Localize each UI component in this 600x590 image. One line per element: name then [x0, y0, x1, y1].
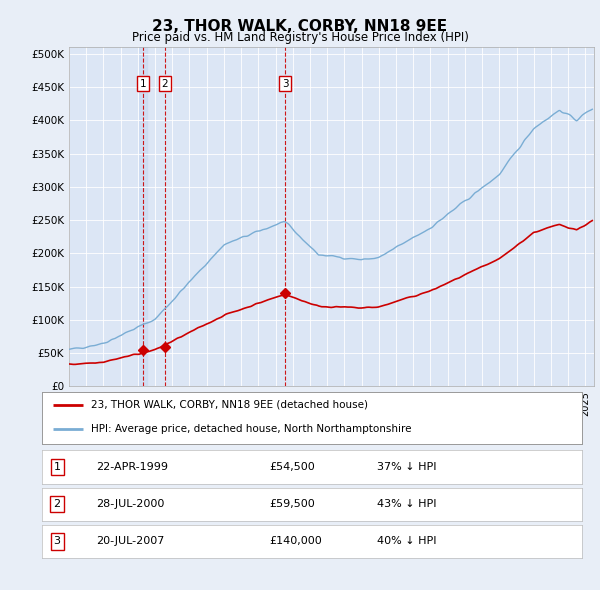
Text: HPI: Average price, detached house, North Northamptonshire: HPI: Average price, detached house, Nort… [91, 424, 411, 434]
Text: 23, THOR WALK, CORBY, NN18 9EE (detached house): 23, THOR WALK, CORBY, NN18 9EE (detached… [91, 400, 368, 409]
Text: Price paid vs. HM Land Registry's House Price Index (HPI): Price paid vs. HM Land Registry's House … [131, 31, 469, 44]
Text: £140,000: £140,000 [269, 536, 322, 546]
Text: 20-JUL-2007: 20-JUL-2007 [96, 536, 164, 546]
Text: 2: 2 [53, 499, 61, 509]
Text: 22-APR-1999: 22-APR-1999 [96, 462, 168, 472]
Text: 3: 3 [282, 79, 289, 88]
Text: 43% ↓ HPI: 43% ↓ HPI [377, 499, 436, 509]
Text: £59,500: £59,500 [269, 499, 314, 509]
Text: 1: 1 [140, 79, 146, 88]
Text: 3: 3 [53, 536, 61, 546]
Text: £54,500: £54,500 [269, 462, 314, 472]
Text: 2: 2 [161, 79, 168, 88]
Text: 28-JUL-2000: 28-JUL-2000 [96, 499, 164, 509]
Text: 1: 1 [53, 462, 61, 472]
Text: 23, THOR WALK, CORBY, NN18 9EE: 23, THOR WALK, CORBY, NN18 9EE [152, 19, 448, 34]
Bar [139, 47, 148, 386]
Text: 40% ↓ HPI: 40% ↓ HPI [377, 536, 436, 546]
Text: 37% ↓ HPI: 37% ↓ HPI [377, 462, 436, 472]
